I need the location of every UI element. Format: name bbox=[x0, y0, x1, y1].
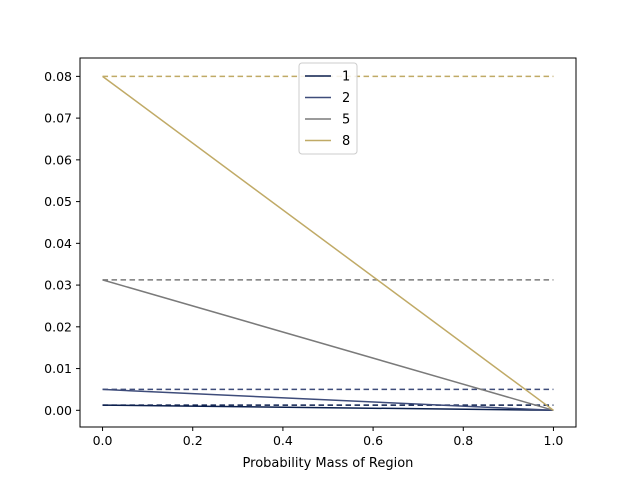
series-line-5 bbox=[102, 279, 554, 412]
x-tick-label: 1.0 bbox=[544, 433, 564, 448]
legend-label: 2 bbox=[342, 91, 350, 106]
y-tick-label: 0.08 bbox=[44, 69, 72, 84]
x-tick-label: 0.0 bbox=[93, 433, 113, 448]
y-tick-label: 0.07 bbox=[44, 111, 72, 126]
x-tick-label: 0.6 bbox=[363, 433, 383, 448]
legend-label: 8 bbox=[342, 134, 350, 149]
x-tick-label: 0.4 bbox=[273, 433, 293, 448]
legend-label: 1 bbox=[342, 70, 350, 85]
y-tick-label: 0.01 bbox=[44, 361, 72, 376]
y-tick-label: 0.02 bbox=[44, 319, 72, 334]
legend: 1 2 5 8 bbox=[298, 62, 358, 155]
x-axis-title: Probability Mass of Region bbox=[243, 456, 414, 471]
y-tick-label: 0.04 bbox=[44, 236, 72, 251]
axes-frame bbox=[79, 57, 577, 428]
series-line-1 bbox=[102, 404, 554, 412]
y-tick-label: 0.06 bbox=[44, 152, 72, 167]
x-tick-label: 0.2 bbox=[183, 433, 203, 448]
y-tick-label: 0.05 bbox=[44, 194, 72, 209]
x-tick-label: 0.8 bbox=[453, 433, 473, 448]
y-axis: 0.00 0.01 0.02 0.03 0.04 0.05 0.06 0.07 0.08 bbox=[44, 69, 80, 418]
x-axis: 0.0 0.2 0.4 0.6 0.8 1.0 bbox=[93, 427, 564, 448]
series-line-2 bbox=[102, 388, 554, 412]
legend-label: 5 bbox=[342, 113, 350, 128]
y-tick-label: 0.00 bbox=[44, 403, 72, 418]
legend-box bbox=[298, 62, 358, 155]
series-line-8 bbox=[102, 75, 554, 411]
y-tick-label: 0.03 bbox=[44, 278, 72, 293]
